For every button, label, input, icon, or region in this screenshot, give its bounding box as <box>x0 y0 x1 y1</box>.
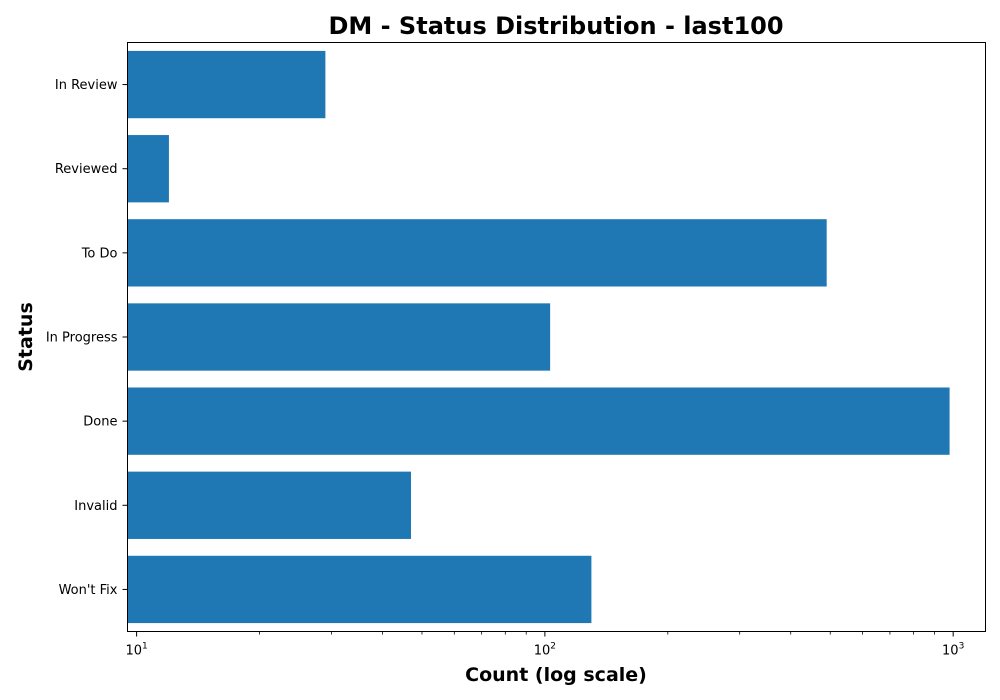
bar-reviewed <box>127 135 169 203</box>
x-axis-ticks: 101 102 103 <box>125 631 964 659</box>
chart-title: DM - Status Distribution - last100 <box>328 12 783 40</box>
x-tick-label: 103 <box>942 642 964 659</box>
plot-frame <box>127 42 986 632</box>
y-tick-label-reviewed: Reviewed <box>55 162 118 177</box>
y-tick-label-in-review: In Review <box>55 78 118 93</box>
bar-done <box>127 387 950 455</box>
y-tick-label-to-do: To Do <box>81 246 118 261</box>
y-tick-label-done: Done <box>83 415 117 430</box>
bar-in-progress <box>127 303 551 371</box>
bar-to-do <box>127 219 827 287</box>
y-axis-ticks: Won't Fix Invalid Done In Progress To Do Revi… <box>46 78 128 598</box>
bar-invalid <box>127 471 412 539</box>
y-axis-label: Status <box>15 302 37 372</box>
y-tick-label-in-progress: In Progress <box>46 331 118 346</box>
y-tick-label-invalid: Invalid <box>74 499 117 514</box>
bar-won-t-fix <box>127 555 592 624</box>
bars-layer <box>127 50 950 624</box>
x-tick-label: 101 <box>125 642 147 659</box>
bar-in-review <box>127 50 326 119</box>
x-tick-label: 102 <box>534 642 556 659</box>
y-tick-label-won-t-fix: Won't Fix <box>59 583 118 598</box>
x-axis-label: Count (log scale) <box>465 664 647 686</box>
